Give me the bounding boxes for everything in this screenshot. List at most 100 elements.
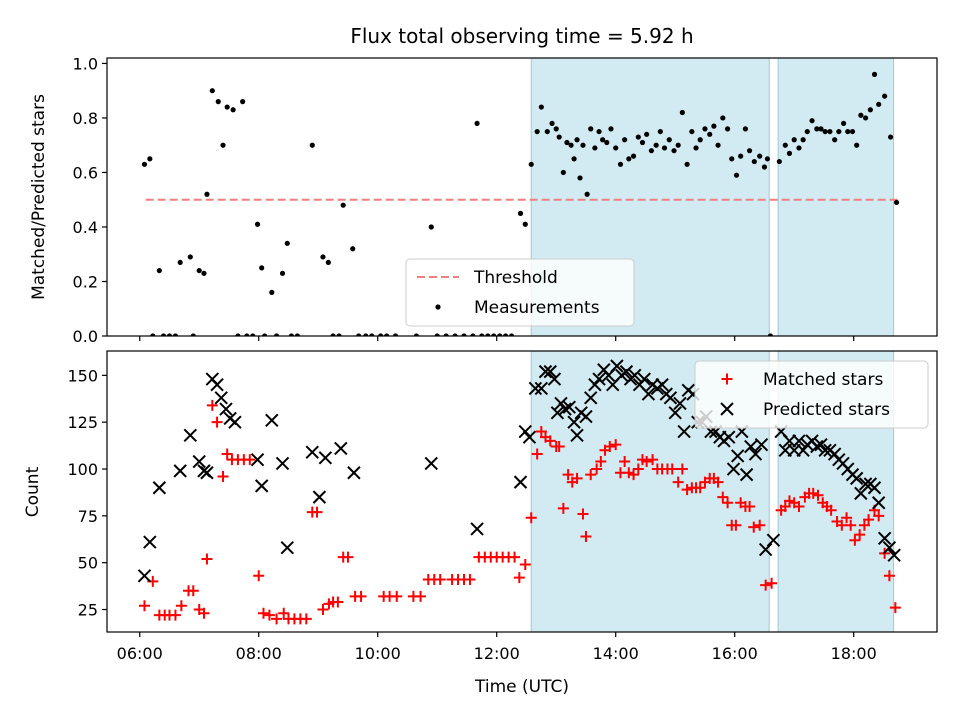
predicted-star-point xyxy=(570,428,584,443)
measurement-point xyxy=(262,333,268,336)
predicted-star-point xyxy=(528,381,543,396)
measurement-point xyxy=(822,128,828,135)
matched-star-point xyxy=(271,613,283,625)
predicted-star-point xyxy=(641,387,656,401)
predicted-star-point xyxy=(610,359,624,373)
matched-star-point xyxy=(544,435,556,447)
matched-star-point xyxy=(632,463,644,475)
matched-star-point xyxy=(730,519,742,531)
measurement-point xyxy=(571,156,577,162)
matched-star-point xyxy=(766,577,778,589)
predicted-star-point xyxy=(305,445,319,459)
matched-star-point xyxy=(672,476,684,488)
measurement-point xyxy=(767,333,774,336)
measurement-point xyxy=(684,161,690,167)
predicted-star-point xyxy=(513,475,528,489)
bottom-panel: 25 50 75 100 125 150 06:00 08:00 10:00 12:00 14:00… xyxy=(67,350,938,663)
predicted-star-point xyxy=(730,449,745,463)
measurement-point xyxy=(147,156,153,162)
measurement-point xyxy=(544,128,550,135)
measurement-point xyxy=(666,137,672,143)
predicted-star-point xyxy=(567,415,581,429)
measurement-point xyxy=(240,99,246,105)
measurement-point xyxy=(568,142,574,148)
measurement-point xyxy=(580,142,586,148)
predicted-star-point xyxy=(748,447,763,461)
matched-star-point xyxy=(509,551,521,563)
matched-star-point xyxy=(863,514,875,526)
matched-star-point xyxy=(585,469,597,481)
measurement-point xyxy=(818,126,824,132)
measurement-point xyxy=(871,71,878,77)
measurement-point xyxy=(671,148,677,154)
predicted-star-point xyxy=(214,391,228,405)
measurement-point xyxy=(356,333,362,336)
matched-star-point xyxy=(676,463,688,475)
predicted-star-point xyxy=(810,439,824,454)
bottom-y-tick-label: 50 xyxy=(78,554,98,573)
measurement-point xyxy=(549,120,555,127)
measurement-point xyxy=(470,333,476,336)
measurement-point xyxy=(858,112,864,118)
predicted-star-point xyxy=(739,467,754,482)
predicted-star-point xyxy=(254,479,269,493)
top-shaded-span xyxy=(777,57,895,337)
measurement-point xyxy=(592,145,598,151)
predicted-star-point xyxy=(470,522,484,536)
matched-star-point xyxy=(221,448,233,460)
measurement-point xyxy=(479,333,485,336)
measurement-point xyxy=(814,126,820,132)
predicted-star-point xyxy=(518,424,532,439)
matched-star-point xyxy=(175,600,187,612)
matched-star-point xyxy=(355,590,367,602)
bottom-y-tick-label: 150 xyxy=(67,366,98,385)
measurement-point xyxy=(452,333,458,336)
predicted-star-point xyxy=(280,540,294,555)
matched-star-point xyxy=(531,448,543,460)
measurement-point xyxy=(235,333,241,336)
predicted-star-point xyxy=(219,402,233,416)
measurement-point xyxy=(796,145,802,151)
predicted-star-point xyxy=(554,396,568,411)
measurement-point xyxy=(577,175,583,181)
matched-star-point xyxy=(854,529,866,541)
measurement-point xyxy=(600,137,606,143)
measurement-point xyxy=(485,333,491,336)
top-y-tick-label: 0.0 xyxy=(73,327,98,346)
matched-star-point xyxy=(883,570,895,582)
predicted-star-point xyxy=(766,533,781,547)
matched-star-point xyxy=(610,439,622,451)
matched-star-point xyxy=(748,521,760,533)
x-tick-label: 18:00 xyxy=(831,644,877,663)
predicted-star-point xyxy=(550,406,565,420)
predicted-star-point xyxy=(663,391,678,405)
measurement-point xyxy=(742,126,749,132)
predicted-star-point xyxy=(887,548,901,562)
measurement-point xyxy=(675,142,681,148)
measurement-point xyxy=(804,128,810,135)
measurement-point xyxy=(757,153,763,159)
measurement-point xyxy=(622,137,628,143)
chart-title: Flux total observing time = 5.92 h xyxy=(350,24,693,48)
predicted-star-point xyxy=(143,535,157,549)
predicted-star-point xyxy=(200,466,214,480)
measurement-point xyxy=(150,333,156,336)
legend-predicted-swatch xyxy=(720,402,734,416)
matched-star-point xyxy=(812,489,824,501)
predicted-star-point xyxy=(655,378,669,392)
bottom-axes-frame xyxy=(106,350,938,633)
predicted-star-point xyxy=(534,381,549,396)
measurement-point xyxy=(746,148,753,154)
measurement-point xyxy=(867,107,873,113)
predicted-star-point xyxy=(424,456,438,471)
top-y-tick-label: 0.6 xyxy=(73,163,98,182)
predicted-star-point xyxy=(334,441,348,456)
predicted-star-point xyxy=(137,569,152,583)
measurement-point xyxy=(378,333,384,336)
matched-star-point xyxy=(744,500,756,512)
measurement-point xyxy=(250,333,256,336)
measurement-point xyxy=(887,134,894,140)
predicted-star-point xyxy=(637,372,651,386)
matched-star-point xyxy=(722,497,734,509)
